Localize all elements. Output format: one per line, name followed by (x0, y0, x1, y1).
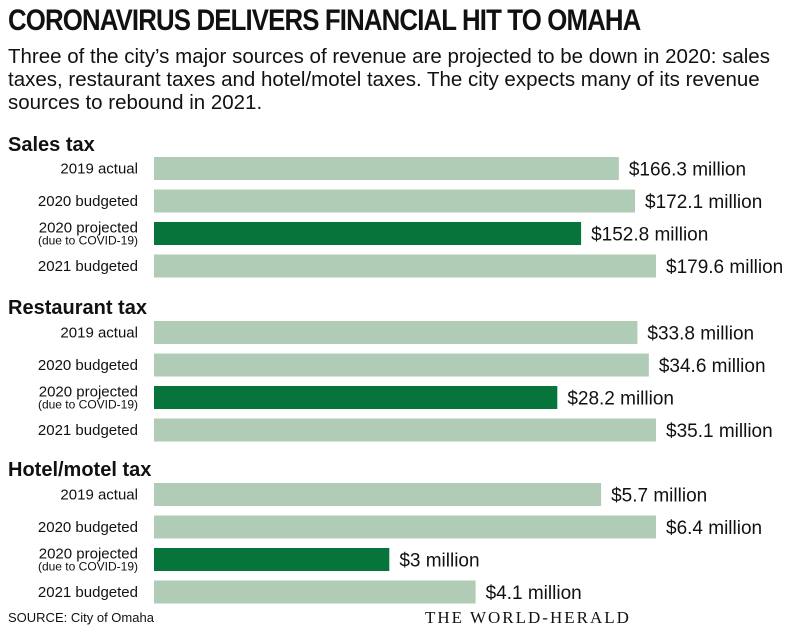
category-label: 2021 budgeted (38, 422, 138, 439)
value-label: $33.8 million (647, 324, 754, 345)
category-note: (due to COVID-19) (38, 560, 138, 574)
category-note: (due to COVID-19) (38, 234, 138, 248)
category-label: 2019 actual (60, 325, 138, 342)
bar-restaurant-tax-1 (154, 321, 638, 344)
value-label: $35.1 million (666, 421, 773, 442)
value-label: $152.8 million (591, 225, 708, 246)
bar-hotel-motel-tax-1 (154, 483, 602, 506)
category-label: 2020 budgeted (38, 519, 138, 536)
category-label: 2021 budgeted (38, 258, 138, 275)
chart-title: CORONAVIRUS DELIVERS FINANCIAL HIT TO OM… (8, 4, 641, 37)
bar-sales-tax-4 (154, 254, 656, 278)
value-label: $4.1 million (486, 583, 582, 604)
value-label: $172.1 million (645, 192, 762, 213)
value-label: $28.2 million (567, 389, 674, 410)
panel-title-hotel-motel-tax: Hotel/motel tax (8, 459, 151, 481)
category-label: 2019 actual (60, 161, 138, 178)
panel-title-sales-tax: Sales tax (8, 134, 95, 156)
source-note: SOURCE: City of Omaha (8, 610, 154, 625)
bar-hotel-motel-tax-4 (154, 580, 476, 604)
bar-restaurant-tax-3 (154, 386, 558, 409)
category-label: 2020 projected (39, 546, 138, 563)
panel-title-restaurant-tax: Restaurant tax (8, 297, 147, 319)
value-label: $3 million (399, 551, 479, 572)
category-note: (due to COVID-19) (38, 398, 138, 412)
publisher-logo: THE WORLD-HERALD (425, 608, 631, 627)
value-label: $179.6 million (666, 257, 783, 278)
category-label: 2020 projected (39, 384, 138, 401)
bar-sales-tax-1 (154, 157, 619, 180)
category-label: 2020 budgeted (38, 357, 138, 374)
chart-subtitle: Three of the city’s major sources of rev… (8, 45, 770, 114)
value-label: $5.7 million (611, 486, 707, 507)
bar-restaurant-tax-4 (154, 418, 656, 442)
category-label: 2021 budgeted (38, 584, 138, 601)
bar-sales-tax-2 (154, 189, 636, 213)
value-label: $166.3 million (629, 160, 746, 181)
bar-hotel-motel-tax-2 (154, 515, 656, 539)
category-label: 2020 budgeted (38, 193, 138, 210)
bar-hotel-motel-tax-3 (154, 548, 390, 571)
value-label: $34.6 million (659, 356, 766, 377)
bar-sales-tax-3 (154, 222, 582, 245)
category-label: 2019 actual (60, 487, 138, 504)
value-label: $6.4 million (666, 518, 762, 539)
category-label: 2020 projected (39, 220, 138, 237)
bar-restaurant-tax-2 (154, 353, 649, 377)
